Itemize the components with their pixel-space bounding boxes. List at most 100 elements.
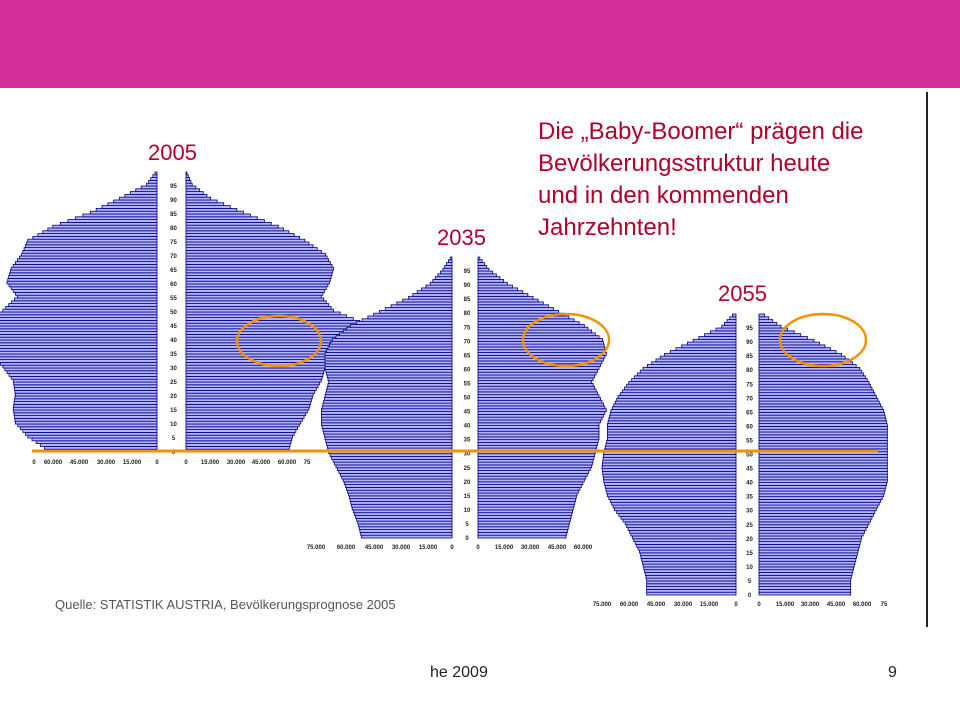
age-tick-label: 85	[170, 212, 177, 218]
bar-left-age-84	[82, 213, 158, 218]
bar-left-age-88	[681, 344, 737, 349]
year-label-2035: 2035	[437, 225, 486, 250]
bar-left-age-56	[606, 434, 737, 439]
bar-left-age-38	[0, 342, 158, 346]
x-tick-label-right: 15.000	[495, 545, 514, 551]
bar-right-age-22	[185, 387, 317, 391]
bar-right-age-15	[185, 406, 310, 411]
bar-right-age-38	[477, 428, 600, 432]
bar-left-age-39	[0, 339, 158, 344]
bar-right-age-63	[758, 414, 886, 419]
bar-right-age-47	[758, 459, 888, 464]
bar-left-age-91	[698, 336, 737, 340]
bar-left-age-0	[646, 591, 737, 596]
bar-right-age-32	[758, 501, 880, 506]
age-tick-label: 0	[172, 450, 176, 456]
bar-left-age-6	[356, 517, 453, 522]
bar-right-age-46	[758, 462, 888, 467]
bar-left-age-7	[22, 429, 158, 433]
bar-right-age-95	[477, 267, 490, 272]
bar-right-age-83	[477, 301, 544, 306]
age-tick-label: 70	[464, 339, 471, 345]
bar-right-age-7	[758, 572, 853, 576]
bar-right-age-39	[477, 425, 600, 429]
bar-right-age-80	[758, 366, 861, 371]
age-tick-label: 40	[170, 338, 177, 344]
bar-right-age-28	[758, 513, 874, 517]
bar-right-age-17	[758, 544, 860, 548]
bar-right-age-73	[185, 244, 314, 249]
bar-left-age-26	[334, 461, 453, 466]
bar-right-age-5	[758, 577, 852, 582]
bar-left-age-36	[0, 347, 158, 352]
bar-left-age-47	[322, 402, 453, 407]
headline-line-4: Jahrzehnten!	[538, 214, 677, 241]
bar-right-age-39	[758, 482, 887, 486]
bar-left-age-45	[321, 408, 453, 412]
bar-left-age-2	[359, 529, 453, 533]
bar-right-age-75	[185, 238, 306, 243]
bar-left-age-63	[609, 414, 737, 419]
bar-right-age-96	[758, 322, 778, 326]
bar-right-age-60	[185, 280, 330, 285]
bar-right-age-68	[477, 343, 605, 348]
bar-right-age-8	[758, 569, 854, 573]
bar-right-age-58	[477, 371, 597, 376]
bar-left-age-73	[624, 386, 737, 391]
age-tick-label: 70	[170, 254, 177, 260]
bar-right-age-69	[758, 397, 879, 402]
bar-right-age-45	[758, 465, 888, 469]
bar-left-age-11	[641, 560, 737, 565]
bar-left-age-24	[336, 467, 453, 471]
x-tick-label-right: 15.000	[776, 602, 795, 608]
bar-left-age-75	[628, 381, 737, 385]
bar-left-age-25	[12, 378, 158, 383]
age-tick-label: 30	[746, 509, 753, 515]
bar-right-age-16	[758, 546, 860, 551]
bar-left-age-22	[14, 387, 158, 391]
bar-right-age-56	[758, 434, 888, 439]
bar-left-age-68	[17, 258, 158, 262]
bar-left-age-1	[646, 588, 737, 593]
bar-left-age-62	[608, 417, 737, 422]
bar-right-age-65	[758, 409, 885, 413]
bar-right-age-29	[477, 453, 595, 457]
bar-right-age-54	[185, 297, 325, 302]
bar-right-age-84	[477, 298, 539, 303]
bar-right-age-73	[477, 329, 593, 334]
bar-right-age-51	[477, 391, 598, 396]
bar-right-age-86	[758, 350, 837, 354]
bar-left-age-78	[42, 230, 158, 235]
bar-right-age-24	[185, 381, 321, 386]
bar-left-age-2	[646, 586, 737, 590]
bar-left-age-75	[350, 324, 453, 328]
age-tick-label: 55	[464, 381, 471, 387]
bar-left-age-4	[646, 580, 737, 585]
bar-right-age-49	[758, 454, 888, 458]
bar-left-age-80	[52, 224, 158, 229]
bar-right-age-91	[185, 193, 208, 198]
bar-right-age-22	[758, 529, 865, 534]
bar-left-age-55	[328, 380, 453, 384]
bar-left-age-32	[326, 444, 453, 449]
bar-left-age-67	[14, 261, 158, 265]
bar-left-age-82	[651, 361, 737, 365]
bar-right-age-27	[185, 373, 324, 377]
bar-left-age-66	[326, 349, 453, 353]
bar-right-age-19	[758, 538, 862, 543]
bar-left-age-67	[613, 403, 737, 408]
bar-left-age-80	[642, 366, 737, 371]
bar-right-age-37	[185, 345, 352, 349]
bar-left-age-91	[124, 193, 158, 198]
bar-left-age-56	[14, 291, 158, 296]
bar-left-age-59	[8, 283, 158, 288]
x-tick-label-right: 0	[184, 460, 188, 466]
bar-right-age-14	[477, 495, 577, 500]
x-tick-label-left: 75.000	[307, 545, 326, 551]
bar-right-age-46	[477, 405, 606, 410]
bar-left-age-32	[0, 359, 158, 363]
bar-left-age-46	[321, 405, 453, 410]
bar-right-age-99	[477, 256, 481, 261]
bar-left-age-17	[346, 487, 453, 491]
bar-right-age-2	[758, 586, 852, 590]
